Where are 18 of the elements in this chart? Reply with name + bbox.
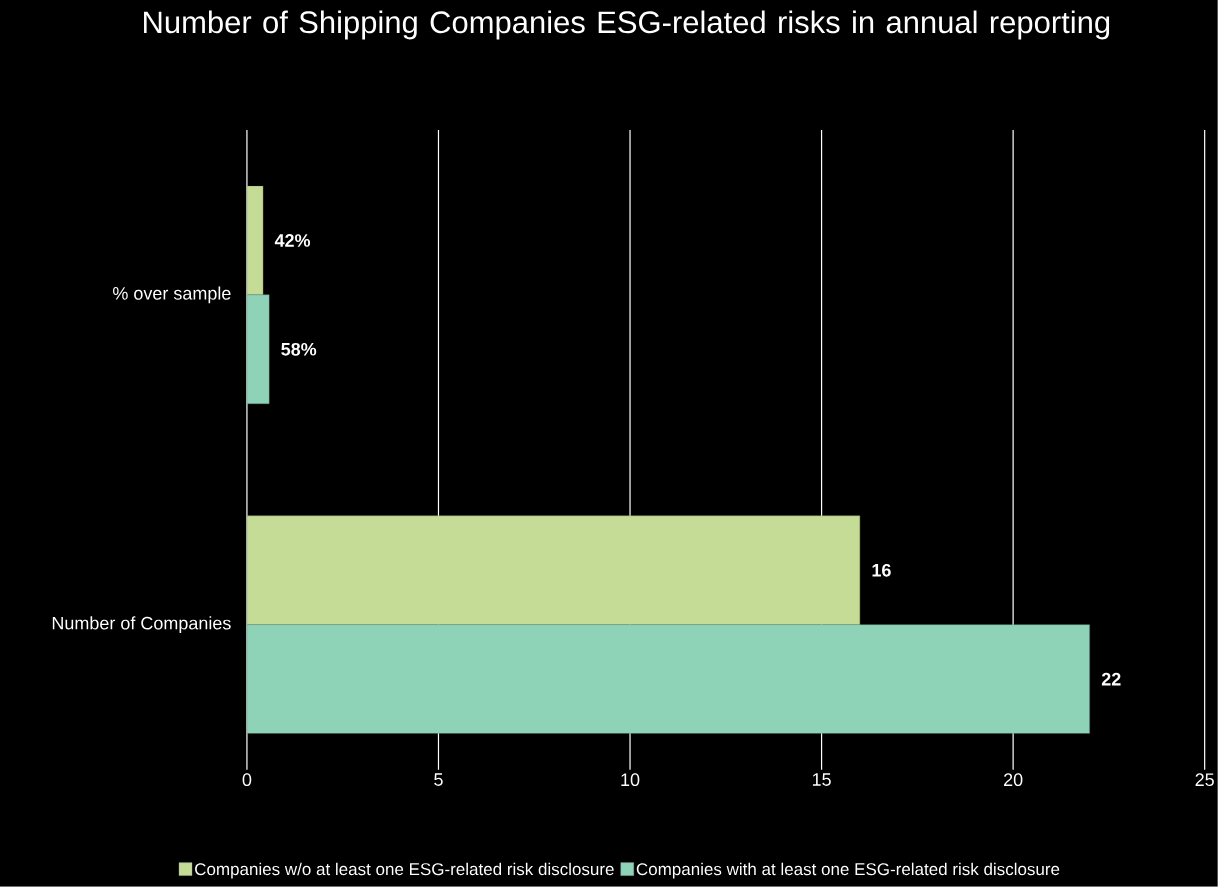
x-tick-label: 10 <box>621 773 640 787</box>
bar <box>246 515 861 625</box>
chart-title: Number of Shipping Companies ESG-related risks in annual reporting <box>144 10 1110 40</box>
legend-label: Companies with at least one ESG-related risk disclosure <box>636 862 1060 879</box>
data-label: 16 <box>872 564 891 577</box>
y-tick-label: Number of Companies <box>52 616 231 634</box>
data-label: 58% <box>281 343 317 356</box>
y-tick-label: % over sample <box>113 286 231 304</box>
bar <box>246 294 270 405</box>
legend-label: Companies w/o at least one ESG-related risk disclosure <box>195 862 614 879</box>
data-label: 22 <box>1101 672 1121 686</box>
x-tick-label: 25 <box>1195 773 1214 787</box>
x-tick-label: 20 <box>1004 773 1023 787</box>
x-tick-label: 0 <box>242 773 252 787</box>
data-label: 42% <box>274 234 311 247</box>
x-tick-label: 15 <box>812 773 831 786</box>
x-tick-label: 5 <box>434 773 443 786</box>
bar <box>246 624 1090 734</box>
